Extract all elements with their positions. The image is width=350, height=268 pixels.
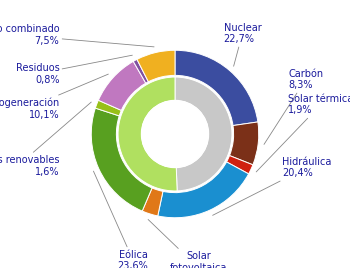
Text: Residuos
0,8%: Residuos 0,8% xyxy=(16,55,132,84)
Text: Cogeneración
10,1%: Cogeneración 10,1% xyxy=(0,74,108,120)
Text: Renovable
50,6%: Renovable 50,6% xyxy=(144,132,206,161)
Text: Nuclear
22,7%: Nuclear 22,7% xyxy=(224,23,261,66)
Wedge shape xyxy=(142,188,163,216)
Wedge shape xyxy=(118,77,177,191)
Text: Otras renovables
1,6%: Otras renovables 1,6% xyxy=(0,102,91,177)
Wedge shape xyxy=(230,122,259,165)
Text: Carbón
8,3%: Carbón 8,3% xyxy=(264,69,323,144)
Text: Eólica
23,6%: Eólica 23,6% xyxy=(93,171,148,268)
Wedge shape xyxy=(175,77,232,191)
Wedge shape xyxy=(226,156,253,174)
Wedge shape xyxy=(175,50,258,125)
Wedge shape xyxy=(133,59,148,83)
Text: No
renovable
49,4%: No renovable 49,4% xyxy=(146,100,204,146)
Wedge shape xyxy=(91,108,152,211)
Wedge shape xyxy=(158,162,248,218)
Circle shape xyxy=(141,100,209,168)
Wedge shape xyxy=(95,100,121,116)
Text: Ciclo combinado
7,5%: Ciclo combinado 7,5% xyxy=(0,24,154,47)
Text: Hidráulica
20,4%: Hidráulica 20,4% xyxy=(213,157,331,215)
Wedge shape xyxy=(137,50,175,82)
Wedge shape xyxy=(98,61,146,110)
Text: Solar térmica
1,9%: Solar térmica 1,9% xyxy=(256,94,350,172)
Text: Solar
fotovoltaica
3,1%: Solar fotovoltaica 3,1% xyxy=(148,219,227,268)
